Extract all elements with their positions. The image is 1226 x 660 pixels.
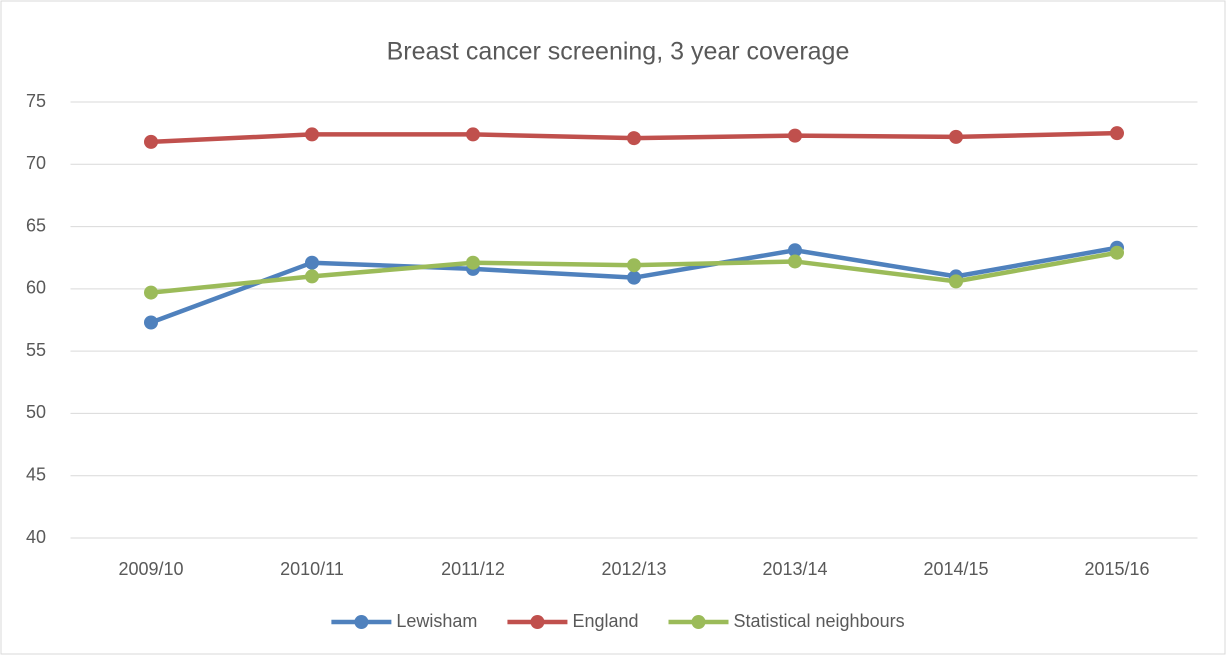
series-marker [788, 254, 802, 269]
series-marker [627, 131, 641, 146]
legend-marker [354, 615, 369, 629]
series-marker [144, 285, 158, 300]
y-tick-label: 40 [26, 527, 46, 547]
series-marker [305, 269, 319, 284]
y-tick-label: 65 [26, 215, 46, 235]
series-marker [627, 258, 641, 273]
y-tick-label: 50 [26, 402, 46, 422]
y-tick-label: 55 [26, 340, 46, 360]
x-tick-label: 2012/13 [601, 559, 666, 579]
legend-marker [530, 615, 545, 629]
series-marker [144, 315, 158, 330]
series-marker [1110, 245, 1124, 260]
series-marker [788, 128, 802, 143]
x-tick-label: 2014/15 [923, 559, 988, 579]
series-marker [788, 243, 802, 258]
y-tick-label: 60 [26, 278, 46, 298]
x-tick-label: 2011/12 [441, 559, 505, 579]
series-marker [627, 270, 641, 285]
series-marker [949, 274, 963, 289]
y-tick-label: 45 [26, 464, 46, 484]
series-marker [466, 127, 480, 142]
chart-title: Breast cancer screening, 3 year coverage [387, 38, 850, 66]
legend-marker [691, 615, 706, 629]
series-marker [466, 255, 480, 270]
series-marker [144, 134, 158, 149]
y-tick-label: 75 [26, 91, 46, 111]
series-marker [1110, 126, 1124, 141]
legend-label: England [572, 611, 638, 631]
x-tick-label: 2010/11 [280, 559, 344, 579]
series-marker [305, 127, 319, 142]
series-marker [949, 129, 963, 144]
y-tick-label: 70 [26, 153, 46, 173]
x-tick-label: 2013/14 [762, 559, 827, 579]
legend-label: Statistical neighbours [734, 611, 905, 631]
x-tick-label: 2009/10 [118, 559, 183, 579]
x-tick-label: 2015/16 [1084, 559, 1149, 579]
series-marker [305, 255, 319, 270]
legend-label: Lewisham [396, 611, 477, 631]
